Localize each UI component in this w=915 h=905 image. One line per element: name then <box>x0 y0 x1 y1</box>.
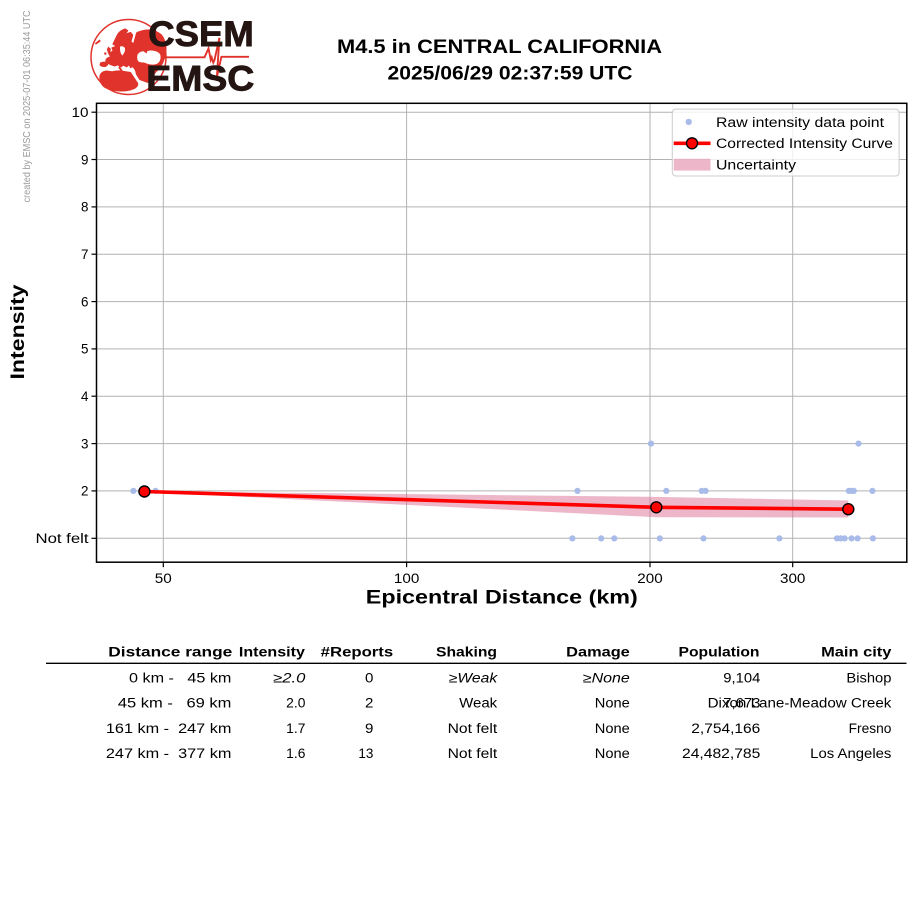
svg-text:1.7: 1.7 <box>286 721 305 736</box>
svg-text:6: 6 <box>81 294 88 309</box>
svg-text:≥Weak: ≥Weak <box>449 670 499 685</box>
svg-text:2.0: 2.0 <box>286 696 305 711</box>
svg-text:Epicentral Distance (km): Epicentral Distance (km) <box>366 588 638 609</box>
svg-text:2,754,166: 2,754,166 <box>691 721 760 736</box>
svg-text:None: None <box>595 721 630 736</box>
svg-text:Not felt: Not felt <box>448 746 498 761</box>
svg-text:#Reports: #Reports <box>321 645 394 660</box>
svg-text:≥2.0: ≥2.0 <box>273 670 306 685</box>
svg-text:Main city: Main city <box>821 645 892 660</box>
svg-text:EMSC: EMSC <box>146 58 254 98</box>
svg-text:Weak: Weak <box>459 696 497 711</box>
svg-text:7: 7 <box>81 247 88 262</box>
svg-text:Dixon Lane-Meadow Creek: Dixon Lane-Meadow Creek <box>708 696 892 711</box>
svg-text:161 km - 247 km: 161 km - 247 km <box>106 721 232 736</box>
svg-text:Shaking: Shaking <box>436 645 497 660</box>
svg-text:Intensity: Intensity <box>8 284 29 380</box>
svg-text:5: 5 <box>81 342 88 357</box>
svg-text:None: None <box>595 746 630 761</box>
svg-text:Fresno: Fresno <box>849 721 892 736</box>
svg-text:2025/06/29 02:37:59 UTC: 2025/06/29 02:37:59 UTC <box>388 63 633 84</box>
svg-text:Corrected Intensity Curve: Corrected Intensity Curve <box>716 136 893 151</box>
svg-text:10: 10 <box>72 105 89 120</box>
svg-text:9: 9 <box>365 721 373 736</box>
svg-text:2: 2 <box>81 484 88 499</box>
svg-text:2: 2 <box>365 696 373 711</box>
svg-text:7,673: 7,673 <box>723 696 760 711</box>
svg-text:13: 13 <box>358 746 373 761</box>
svg-text:Population: Population <box>679 645 760 660</box>
svg-text:Intensity: Intensity <box>239 645 306 660</box>
svg-text:0: 0 <box>365 670 373 685</box>
svg-text:Bishop: Bishop <box>846 670 891 685</box>
svg-text:100: 100 <box>394 571 419 586</box>
svg-text:Distance range: Distance range <box>108 645 232 660</box>
svg-text:9,104: 9,104 <box>723 670 761 685</box>
svg-text:≥None: ≥None <box>583 670 630 685</box>
svg-text:Uncertainty: Uncertainty <box>716 157 796 172</box>
svg-text:Not felt: Not felt <box>36 531 89 546</box>
svg-text:3: 3 <box>81 436 88 451</box>
svg-text:Damage: Damage <box>566 645 630 660</box>
svg-text:Not felt: Not felt <box>448 721 498 736</box>
svg-text:24,482,785: 24,482,785 <box>682 746 760 761</box>
svg-text:8: 8 <box>81 200 88 215</box>
svg-text:M4.5 in CENTRAL CALIFORNIA: M4.5 in CENTRAL CALIFORNIA <box>337 37 662 58</box>
svg-text:9: 9 <box>81 152 88 167</box>
svg-text:50: 50 <box>155 571 172 586</box>
svg-text:247 km - 377 km: 247 km - 377 km <box>106 746 232 761</box>
svg-text:300: 300 <box>780 571 805 586</box>
svg-text:0 km - 45 km: 0 km - 45 km <box>129 670 231 685</box>
svg-text:200: 200 <box>637 571 662 586</box>
svg-text:Los Angeles: Los Angeles <box>810 746 892 761</box>
svg-text:4: 4 <box>81 389 89 404</box>
svg-text:CSEM: CSEM <box>148 14 253 54</box>
svg-text:45 km - 69 km: 45 km - 69 km <box>118 696 232 711</box>
svg-text:None: None <box>595 696 630 711</box>
svg-text:Raw intensity data point: Raw intensity data point <box>716 115 884 130</box>
svg-text:1.6: 1.6 <box>286 746 305 761</box>
svg-text:created by EMSC on 2025-07-01: created by EMSC on 2025-07-01 06:35:44 U… <box>22 10 33 202</box>
